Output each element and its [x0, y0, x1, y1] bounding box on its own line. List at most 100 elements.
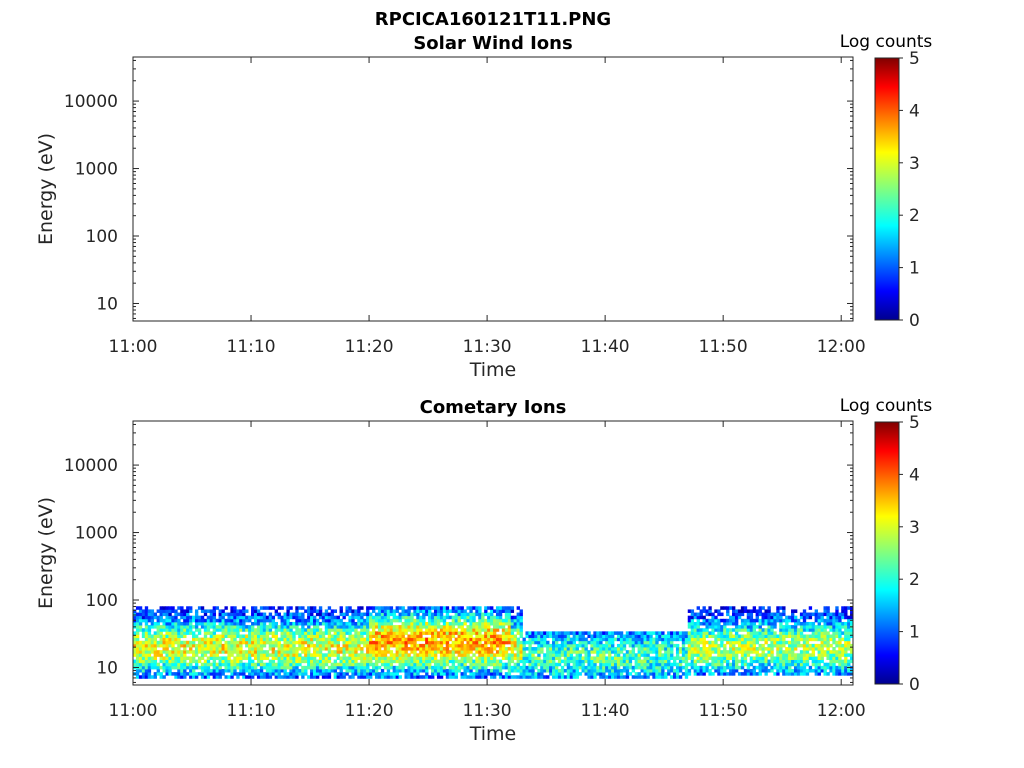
heatmap-cell: [351, 647, 355, 651]
heatmap-cell: [286, 618, 290, 623]
heatmap-cell: [135, 634, 140, 639]
heatmap-cell: [377, 637, 382, 642]
heatmap-cell: [389, 650, 394, 654]
heatmap-cell: [734, 650, 739, 654]
heatmap-cell: [593, 650, 597, 654]
heatmap-cell: [487, 662, 491, 667]
heatmap-cell: [472, 643, 476, 648]
heatmap-cell: [439, 625, 444, 629]
heatmap-cell: [242, 628, 246, 632]
heatmap-cell: [348, 606, 352, 610]
heatmap-cell: [265, 606, 270, 610]
heatmap-cell: [823, 665, 827, 670]
heatmap-cell: [640, 659, 644, 664]
heatmap-cell: [664, 665, 668, 670]
heatmap-cell: [289, 659, 293, 664]
heatmap-cell: [265, 634, 270, 639]
heatmap-cell: [153, 665, 158, 670]
heatmap-cell: [732, 606, 736, 610]
heatmap-cell: [608, 650, 612, 654]
heatmap-cell: [313, 618, 317, 623]
heatmap-cell: [513, 615, 518, 620]
heatmap-cell: [643, 675, 647, 679]
heatmap-cell: [404, 643, 408, 648]
heatmap-cell: [138, 621, 143, 626]
heatmap-cell: [531, 665, 535, 670]
heatmap-cell: [265, 640, 270, 645]
heatmap-cell: [773, 656, 777, 660]
heatmap-cell: [549, 643, 553, 648]
heatmap-cell: [490, 621, 494, 626]
heatmap-cell: [194, 621, 199, 626]
heatmap-cell: [251, 672, 255, 676]
heatmap-cell: [755, 615, 759, 620]
heatmap-cell: [596, 643, 600, 648]
heatmap-cell: [262, 640, 267, 645]
heatmap-cell: [717, 621, 721, 626]
heatmap-cell: [690, 640, 695, 645]
heatmap-cell: [248, 659, 252, 664]
heatmap-cell: [135, 631, 140, 635]
heatmap-cell: [448, 672, 453, 676]
heatmap-cell: [318, 609, 323, 613]
heatmap-cell: [431, 668, 435, 673]
heatmap-cell: [625, 631, 630, 635]
heatmap-cell: [584, 659, 588, 664]
heatmap-cell: [313, 656, 317, 660]
heatmap-cell: [310, 606, 314, 610]
heatmap-cell: [292, 668, 296, 673]
heatmap-cell: [304, 618, 308, 623]
heatmap-cell: [690, 621, 695, 626]
heatmap-cell: [619, 662, 624, 667]
heatmap-cell: [802, 653, 807, 657]
heatmap-cell: [451, 659, 456, 664]
heatmap-cell: [351, 656, 355, 660]
heatmap-cell: [770, 650, 774, 654]
heatmap-cell: [519, 621, 523, 626]
heatmap-cell: [298, 628, 302, 632]
heatmap-cell: [321, 675, 326, 679]
heatmap-cell: [761, 650, 765, 654]
heatmap-cell: [516, 675, 520, 679]
heatmap-cell: [652, 640, 656, 645]
heatmap-cell: [554, 662, 559, 667]
heatmap-cell: [820, 668, 824, 673]
heatmap-cell: [141, 640, 146, 645]
heatmap-cell: [616, 656, 621, 660]
heatmap-cell: [463, 612, 467, 617]
heatmap-cell: [720, 625, 724, 629]
heatmap-cell: [826, 665, 830, 670]
heatmap-cell: [283, 650, 287, 654]
heatmap-cell: [457, 647, 461, 651]
heatmap-cell: [265, 637, 270, 642]
heatmap-cell: [696, 640, 700, 645]
heatmap-cell: [761, 637, 765, 642]
heatmap-cell: [147, 631, 152, 635]
heatmap-cell: [292, 665, 296, 670]
heatmap-cell: [850, 621, 853, 626]
heatmap-cell: [785, 618, 789, 623]
heatmap-cell: [248, 628, 252, 632]
heatmap-cell: [153, 656, 158, 660]
heatmap-cell: [619, 634, 624, 639]
heatmap-cell: [404, 615, 408, 620]
heatmap-cell: [605, 647, 609, 651]
heatmap-cell: [507, 618, 512, 623]
heatmap-cell: [386, 643, 391, 648]
heatmap-cell: [779, 621, 783, 626]
heatmap-cell: [445, 643, 450, 648]
heatmap-cell: [366, 662, 370, 667]
heatmap-cell: [451, 628, 456, 632]
heatmap-cell: [454, 650, 458, 654]
heatmap-cell: [729, 606, 733, 610]
heatmap-cell: [315, 628, 320, 632]
heatmap-cell: [363, 653, 367, 657]
heatmap-cell: [310, 637, 314, 642]
heatmap-cell: [277, 615, 281, 620]
heatmap-cell: [740, 625, 745, 629]
heatmap-cell: [823, 628, 827, 632]
heatmap-cell: [197, 656, 202, 660]
heatmap-cell: [791, 625, 795, 629]
heatmap-cell: [799, 650, 804, 654]
